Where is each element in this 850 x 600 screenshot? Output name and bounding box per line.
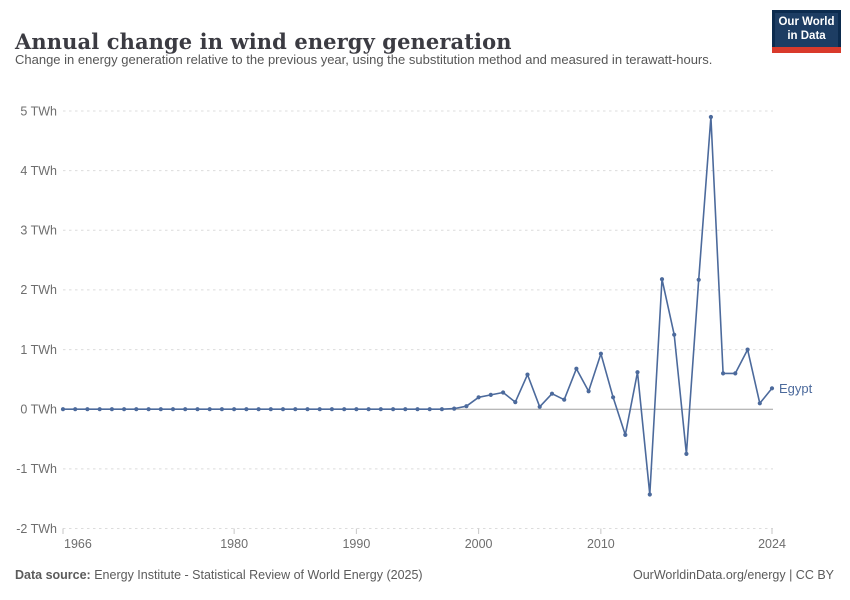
data-point[interactable]	[195, 407, 200, 412]
data-point[interactable]	[476, 395, 481, 400]
data-point[interactable]	[73, 407, 78, 412]
data-point[interactable]	[183, 407, 188, 412]
y-axis-tick-label: -1 TWh	[16, 462, 57, 476]
owid-logo-line1: Our World	[778, 16, 835, 28]
data-point[interactable]	[85, 407, 90, 412]
data-point[interactable]	[60, 407, 66, 412]
data-point[interactable]	[635, 370, 640, 375]
data-point[interactable]	[439, 407, 444, 412]
data-point[interactable]	[109, 407, 114, 412]
data-point[interactable]	[170, 407, 176, 412]
entity-label-egypt[interactable]: Egypt	[779, 381, 813, 396]
data-point[interactable]	[122, 407, 127, 412]
x-axis-tick-label: 2024	[758, 537, 786, 551]
data-point[interactable]	[537, 404, 542, 409]
data-point[interactable]	[733, 371, 738, 376]
data-point[interactable]	[549, 391, 555, 396]
y-axis-tick-label: 3 TWh	[20, 224, 57, 238]
chart-subtitle: Change in energy generation relative to …	[15, 52, 713, 67]
owid-logo-box: Our World in Data	[772, 10, 841, 47]
data-point[interactable]	[684, 451, 689, 456]
data-point[interactable]	[757, 401, 762, 406]
owid-logo-red-bar	[772, 47, 841, 53]
series-line-egypt[interactable]	[62, 116, 773, 496]
x-axis-tick-label: 2010	[587, 537, 615, 551]
data-point[interactable]	[611, 395, 616, 400]
data-point[interactable]	[146, 407, 151, 412]
data-source: Data source: Energy Institute - Statisti…	[15, 568, 423, 582]
y-axis-tick-label: 0 TWh	[20, 403, 57, 417]
data-point[interactable]	[158, 407, 163, 412]
data-point[interactable]	[366, 407, 371, 412]
data-point[interactable]	[256, 407, 261, 412]
data-point[interactable]	[464, 404, 469, 409]
data-point[interactable]	[659, 277, 665, 282]
data-point[interactable]	[623, 432, 628, 437]
y-axis-tick-label: -2 TWh	[16, 522, 57, 536]
license-link[interactable]: OurWorldinData.org/energy | CC BY	[632, 568, 834, 582]
data-point[interactable]	[452, 406, 457, 411]
x-axis-tick-label: 1966	[64, 537, 92, 551]
owid-logo-line2: in Data	[787, 29, 826, 42]
data-point[interactable]	[403, 407, 408, 412]
data-point[interactable]	[598, 351, 604, 356]
x-axis-tick-label: 2000	[465, 537, 493, 551]
x-axis-tick-label: 1990	[342, 537, 370, 551]
data-point[interactable]	[342, 407, 347, 412]
data-point[interactable]	[586, 389, 591, 394]
data-point[interactable]	[708, 114, 714, 120]
page-title: Annual change in wind energy generation	[15, 29, 512, 55]
data-point[interactable]	[769, 386, 775, 391]
data-source-text: Energy Institute - Statistical Review of…	[90, 568, 423, 582]
data-point[interactable]	[427, 407, 432, 412]
data-point[interactable]	[219, 407, 224, 412]
data-point[interactable]	[244, 407, 249, 412]
owid-logo: Our World in Data	[772, 10, 841, 53]
data-point[interactable]	[329, 407, 334, 412]
data-point[interactable]	[745, 347, 750, 352]
data-point[interactable]	[696, 277, 701, 282]
data-point[interactable]	[488, 392, 493, 397]
footer: Data source: Energy Institute - Statisti…	[15, 568, 834, 588]
data-point[interactable]	[501, 390, 506, 395]
data-point[interactable]	[574, 366, 579, 371]
data-point[interactable]	[513, 400, 518, 405]
data-point[interactable]	[525, 372, 530, 377]
y-axis-tick-label: 1 TWh	[20, 343, 57, 357]
data-source-label: Data source:	[15, 568, 91, 582]
data-point[interactable]	[354, 407, 359, 412]
data-point[interactable]	[97, 407, 102, 412]
data-point[interactable]	[647, 492, 652, 497]
data-point[interactable]	[232, 407, 237, 412]
y-axis-tick-label: 4 TWh	[20, 164, 57, 178]
data-point[interactable]	[268, 407, 273, 412]
data-point[interactable]	[293, 407, 298, 412]
x-axis-tick-label: 1980	[220, 537, 248, 551]
data-point[interactable]	[207, 407, 212, 412]
y-axis-tick-label: 5 TWh	[20, 104, 57, 118]
data-point[interactable]	[305, 407, 310, 412]
data-point[interactable]	[317, 407, 322, 412]
y-axis-tick-label: 2 TWh	[20, 283, 57, 297]
data-point[interactable]	[280, 407, 286, 412]
data-point[interactable]	[391, 407, 396, 412]
data-point[interactable]	[562, 397, 567, 402]
data-point[interactable]	[721, 371, 726, 376]
data-point[interactable]	[378, 407, 383, 412]
data-point[interactable]	[415, 407, 420, 412]
data-point[interactable]	[672, 332, 677, 337]
data-point[interactable]	[134, 407, 139, 412]
